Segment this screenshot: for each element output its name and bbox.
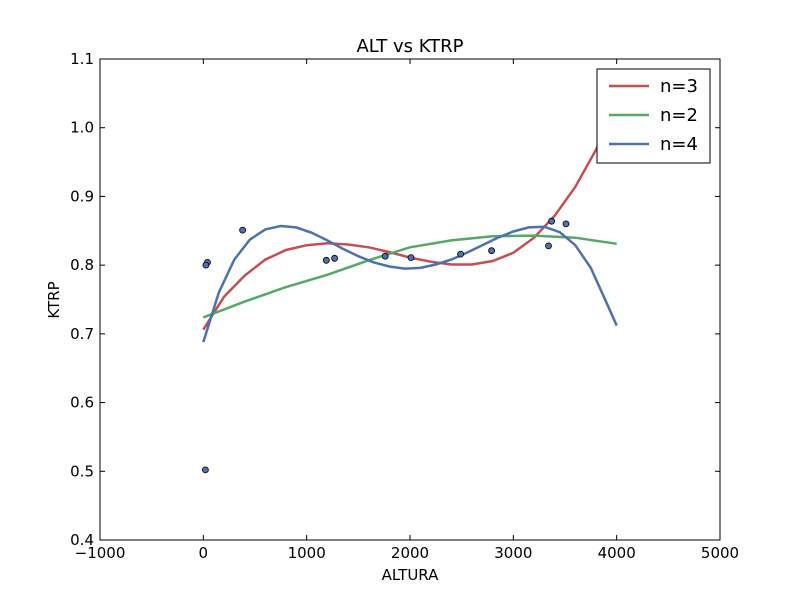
data-point — [202, 261, 210, 269]
scatter-points — [201, 217, 570, 474]
y-tick-label: 1.1 — [70, 50, 94, 68]
series-line-1 — [202, 127, 608, 331]
plot-frame — [99, 58, 721, 541]
data-point — [201, 466, 209, 474]
x-axis-label: ALTURA — [382, 566, 440, 584]
series-line-2 — [202, 234, 617, 319]
x-tick-label: 0 — [199, 544, 209, 562]
data-point — [562, 220, 570, 228]
data-point — [488, 247, 496, 255]
data-point — [331, 254, 339, 262]
data-point — [322, 256, 330, 264]
y-tick-label: 0.8 — [70, 256, 94, 274]
legend: n=3 n=2 n=4 — [596, 68, 711, 164]
y-tick-label: 0.4 — [70, 531, 94, 549]
data-point — [548, 217, 555, 225]
chart-title: ALT vs KTRP — [356, 36, 463, 57]
series-lines — [202, 127, 618, 343]
y-tick-label: 0.9 — [70, 187, 94, 205]
legend-entry: n=2 — [660, 105, 698, 126]
series-line-3 — [202, 224, 618, 343]
data-point — [457, 250, 465, 258]
data-point — [239, 226, 247, 234]
x-tick-label: −1000 — [75, 544, 126, 562]
legend-entry: n=3 — [660, 76, 698, 97]
y-tick-label: 1.0 — [70, 119, 94, 137]
y-axis-label: KTRP — [45, 281, 63, 318]
y-tick-label: 0.5 — [70, 462, 94, 480]
x-tick-label: 4000 — [598, 544, 636, 562]
axis-ticks: −1000 0 1000 2000 3000 4000 5000 0.4 0.5 0.6 0.7 0.… — [70, 50, 739, 562]
data-point — [381, 252, 389, 260]
data-point — [407, 254, 415, 262]
x-tick-label: 3000 — [494, 544, 532, 562]
y-tick-label: 0.7 — [70, 325, 94, 343]
x-tick-label: 2000 — [391, 544, 429, 562]
x-tick-label: 1000 — [288, 544, 326, 562]
x-tick-label: 5000 — [701, 544, 739, 562]
y-tick-label: 0.6 — [70, 394, 94, 412]
data-point — [545, 242, 552, 250]
legend-entry: n=4 — [660, 134, 698, 155]
